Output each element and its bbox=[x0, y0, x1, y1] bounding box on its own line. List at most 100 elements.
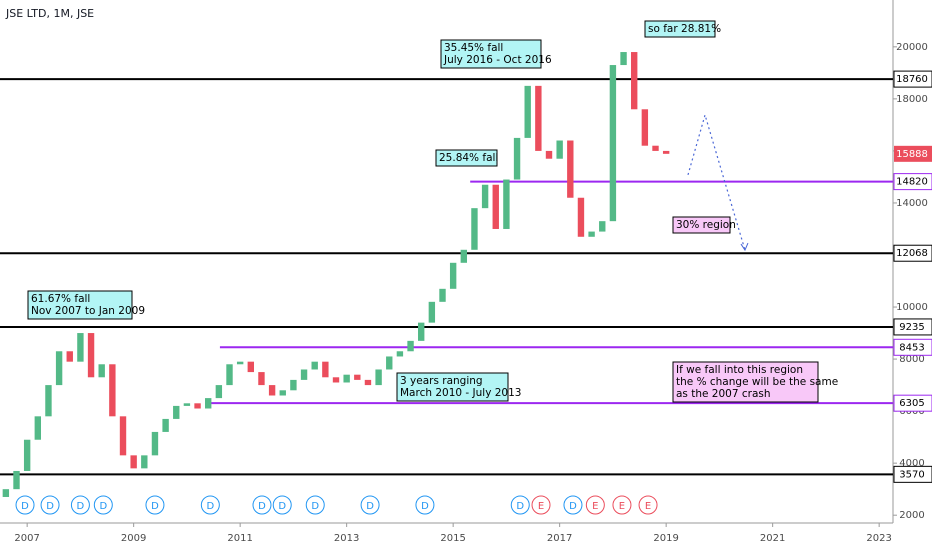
event-marker bbox=[40, 495, 60, 515]
x-tick-label: 2013 bbox=[334, 533, 359, 544]
annotation-text: If we fall into this region bbox=[676, 364, 803, 376]
candle-body bbox=[418, 322, 425, 341]
level-label: 3570 bbox=[899, 469, 924, 480]
annotation-text: as the 2007 crash bbox=[676, 388, 771, 400]
candle-body bbox=[141, 455, 148, 469]
x-tick-label: 2011 bbox=[227, 533, 252, 544]
candle-body bbox=[13, 470, 20, 490]
candle-body bbox=[215, 385, 223, 399]
level-label-bg bbox=[893, 394, 932, 412]
event-label: D bbox=[421, 501, 429, 512]
candle-body bbox=[332, 377, 340, 383]
candle-body bbox=[535, 85, 542, 151]
projection-arrowhead bbox=[740, 242, 749, 252]
event-marker bbox=[272, 495, 292, 515]
candle-body bbox=[130, 455, 137, 469]
candle-body bbox=[45, 385, 52, 417]
last-price-bg bbox=[894, 145, 932, 162]
event-label: D bbox=[151, 501, 159, 512]
annotation-text: 61.67% fall bbox=[31, 293, 90, 305]
y-tick-label: 18000 bbox=[896, 94, 928, 105]
candle-body bbox=[481, 184, 489, 209]
candle-body bbox=[55, 351, 63, 386]
event-label: D bbox=[278, 501, 286, 512]
event-marker bbox=[585, 495, 605, 515]
level-label: 18760 bbox=[896, 74, 928, 85]
event-label: D bbox=[77, 501, 85, 512]
candle-body bbox=[247, 361, 255, 373]
candle-body bbox=[162, 418, 169, 432]
candle-body bbox=[375, 369, 382, 386]
candle-body bbox=[428, 301, 436, 323]
y-tick-label: 14000 bbox=[896, 198, 928, 209]
candle-body bbox=[119, 416, 127, 456]
annotation-text: March 2010 - July 2013 bbox=[400, 387, 521, 399]
event-label: D bbox=[46, 501, 54, 512]
candle-body bbox=[396, 351, 404, 357]
candle-body bbox=[609, 65, 617, 222]
candle-body bbox=[279, 390, 286, 396]
annotation-box bbox=[440, 39, 542, 69]
event-marker bbox=[93, 495, 113, 515]
candle-body bbox=[599, 221, 606, 232]
event-label: E bbox=[592, 501, 598, 512]
annotation-box bbox=[435, 149, 498, 167]
event-marker bbox=[200, 495, 220, 515]
candle-body bbox=[524, 85, 531, 138]
annotation-box bbox=[672, 361, 819, 403]
projection-line bbox=[687, 112, 746, 251]
candle-body bbox=[205, 398, 212, 409]
annotation-box bbox=[672, 216, 731, 234]
event-label: D bbox=[569, 501, 577, 512]
candle-body bbox=[34, 416, 42, 440]
candle-body bbox=[513, 137, 521, 180]
level-label-bg bbox=[893, 318, 932, 336]
candle-body bbox=[77, 333, 84, 362]
candle-body bbox=[503, 179, 510, 229]
event-marker bbox=[612, 495, 632, 515]
event-marker bbox=[563, 495, 583, 515]
candle-body bbox=[556, 140, 563, 159]
event-label: D bbox=[99, 501, 107, 512]
level-label: 8453 bbox=[899, 342, 924, 353]
candle-body bbox=[151, 431, 159, 456]
event-label: E bbox=[619, 501, 625, 512]
event-label: E bbox=[538, 501, 544, 512]
level-label: 12068 bbox=[896, 248, 928, 259]
annotation-text: July 2016 - Oct 2016 bbox=[443, 54, 552, 66]
event-marker bbox=[638, 495, 658, 515]
candle-body bbox=[194, 403, 201, 409]
candle-body bbox=[386, 356, 393, 370]
candle-body bbox=[567, 140, 574, 198]
level-label: 6305 bbox=[899, 398, 924, 409]
candle-body bbox=[662, 150, 670, 154]
candle-body bbox=[322, 361, 329, 378]
event-label: D bbox=[21, 501, 29, 512]
candle-body bbox=[2, 489, 10, 497]
annotation-box bbox=[27, 290, 133, 320]
candle-body bbox=[109, 364, 116, 417]
event-label: D bbox=[311, 501, 319, 512]
candle-body bbox=[226, 364, 233, 386]
event-marker bbox=[510, 495, 530, 515]
event-marker bbox=[531, 495, 551, 515]
candle-body bbox=[460, 249, 468, 263]
level-label-bg bbox=[893, 244, 932, 262]
x-tick-label: 2007 bbox=[14, 533, 39, 544]
candle-body bbox=[492, 184, 499, 229]
candle-body bbox=[236, 361, 244, 365]
level-label-bg bbox=[893, 465, 932, 483]
x-tick-label: 2021 bbox=[760, 533, 785, 544]
level-label-bg bbox=[893, 70, 932, 88]
candle-body bbox=[23, 439, 31, 471]
candle-body bbox=[300, 369, 308, 380]
event-label: D bbox=[516, 501, 524, 512]
x-tick-label: 2015 bbox=[440, 533, 465, 544]
candle-body bbox=[439, 288, 446, 302]
y-tick-label: 20000 bbox=[896, 42, 928, 53]
level-label: 14820 bbox=[896, 177, 928, 188]
event-label: D bbox=[258, 501, 266, 512]
annotation-text: 30% region bbox=[676, 219, 736, 231]
